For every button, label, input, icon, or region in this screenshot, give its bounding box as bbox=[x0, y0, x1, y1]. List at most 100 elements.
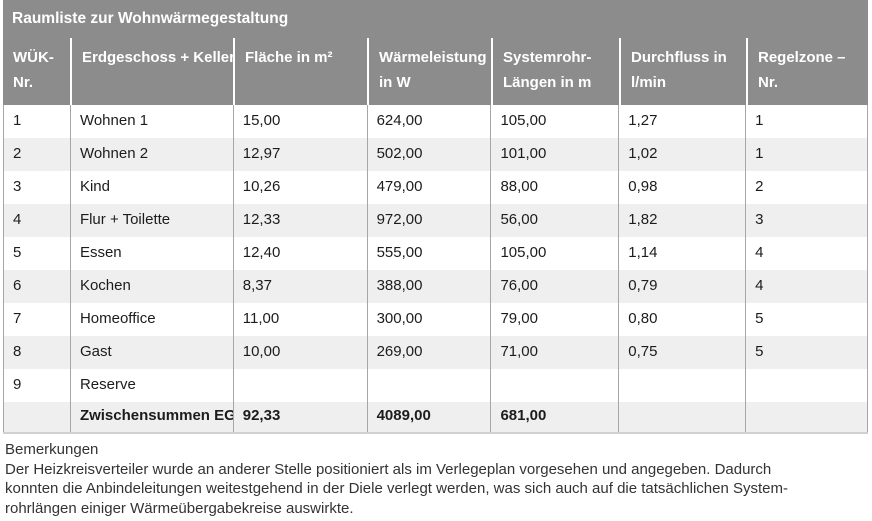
cell-pipe-length: 105,00 bbox=[491, 237, 620, 270]
subtotal-pipe-length: 681,00 bbox=[491, 402, 620, 432]
cell-flow-rate: 0,75 bbox=[619, 336, 747, 369]
cell-area: 12,97 bbox=[234, 138, 368, 171]
cell-wuek-nr: 8 bbox=[4, 336, 71, 369]
table-row: 6 Kochen 8,37 388,00 76,00 0,79 4 bbox=[3, 270, 869, 303]
subtotal-control-zone bbox=[746, 402, 869, 432]
cell-area: 11,00 bbox=[234, 303, 368, 336]
cell-pipe-length: 88,00 bbox=[491, 171, 620, 204]
cell-pipe-length: 79,00 bbox=[491, 303, 620, 336]
cell-room-name: Flur + Toilette bbox=[71, 204, 234, 237]
header-line: Systemrohr- bbox=[503, 49, 592, 66]
remarks-line: rohrlängen einiger Wärmeübergabekreise a… bbox=[5, 499, 354, 517]
cell-wuek-nr: 2 bbox=[4, 138, 71, 171]
subtotal-label: Zwischensummen EG bbox=[71, 402, 234, 432]
header-line: Erdgeschoss + Keller bbox=[82, 49, 233, 66]
remarks-line: Der Heizkreisverteiler wurde an anderer … bbox=[5, 460, 772, 478]
column-header-flow-rate: Durchfluss in l/min bbox=[619, 38, 746, 105]
table-row: 8 Gast 10,00 269,00 71,00 0,75 5 bbox=[3, 336, 869, 369]
cell-area: 15,00 bbox=[234, 105, 368, 138]
cell-pipe-length: 105,00 bbox=[491, 105, 620, 138]
cell-pipe-length: 76,00 bbox=[491, 270, 620, 303]
cell-wuek-nr: 1 bbox=[4, 105, 71, 138]
table-row: 3 Kind 10,26 479,00 88,00 0,98 2 bbox=[3, 171, 869, 204]
cell-room-name: Kochen bbox=[71, 270, 234, 303]
cell-wuek-nr: 6 bbox=[4, 270, 71, 303]
table-row: 2 Wohnen 2 12,97 502,00 101,00 1,02 1 bbox=[3, 138, 869, 171]
subtotal-row: Zwischensummen EG 92,33 4089,00 681,00 bbox=[3, 402, 869, 432]
cell-wuek-nr: 9 bbox=[4, 369, 71, 402]
cell-area: 8,37 bbox=[234, 270, 368, 303]
cell-flow-rate: 0,80 bbox=[619, 303, 747, 336]
cell-control-zone: 1 bbox=[746, 138, 869, 171]
cell-heat-output bbox=[368, 369, 492, 402]
cell-heat-output: 388,00 bbox=[368, 270, 492, 303]
cell-wuek-nr: 4 bbox=[4, 204, 71, 237]
cell-pipe-length bbox=[491, 369, 620, 402]
header-line: Fläche in m² bbox=[245, 49, 333, 66]
cell-heat-output: 269,00 bbox=[368, 336, 492, 369]
header-line: Regelzone – bbox=[758, 49, 846, 66]
table-row: 9 Reserve bbox=[3, 369, 869, 402]
cell-room-name: Essen bbox=[71, 237, 234, 270]
cell-room-name: Gast bbox=[71, 336, 234, 369]
table-row: 5 Essen 12,40 555,00 105,00 1,14 4 bbox=[3, 237, 869, 270]
raumliste-table: Raumliste zur Wohnwärmegestaltung WÜK- N… bbox=[3, 0, 869, 434]
header-line: in W bbox=[379, 74, 411, 91]
table-header-row: WÜK- Nr. Erdgeschoss + Keller Fläche in … bbox=[3, 38, 868, 105]
cell-flow-rate: 1,02 bbox=[619, 138, 747, 171]
remarks-section: Bemerkungen Der Heizkreisverteiler wurde… bbox=[5, 440, 867, 518]
header-line: Wärmeleistung bbox=[379, 49, 487, 66]
cell-area: 10,00 bbox=[234, 336, 368, 369]
header-line: Durchfluss in bbox=[631, 49, 727, 66]
column-header-pipe-length: Systemrohr- Längen in m bbox=[491, 38, 619, 105]
cell-wuek-nr: 3 bbox=[4, 171, 71, 204]
cell-area bbox=[234, 369, 368, 402]
column-header-wuek-nr: WÜK- Nr. bbox=[3, 38, 70, 105]
cell-wuek-nr: 7 bbox=[4, 303, 71, 336]
header-line: Nr. bbox=[758, 74, 779, 91]
cell-pipe-length: 71,00 bbox=[491, 336, 620, 369]
cell-flow-rate: 0,79 bbox=[619, 270, 747, 303]
header-line: Längen in m bbox=[503, 74, 592, 91]
subtotal-flow-rate bbox=[619, 402, 747, 432]
cell-heat-output: 624,00 bbox=[368, 105, 492, 138]
cell-wuek-nr bbox=[4, 402, 71, 432]
cell-flow-rate: 1,82 bbox=[619, 204, 747, 237]
cell-heat-output: 300,00 bbox=[368, 303, 492, 336]
cell-flow-rate bbox=[619, 369, 747, 402]
cell-area: 12,33 bbox=[234, 204, 368, 237]
cell-pipe-length: 56,00 bbox=[491, 204, 620, 237]
cell-control-zone: 5 bbox=[746, 303, 869, 336]
cell-area: 12,40 bbox=[234, 237, 368, 270]
cell-heat-output: 555,00 bbox=[368, 237, 492, 270]
cell-control-zone: 2 bbox=[746, 171, 869, 204]
header-line: WÜK- bbox=[13, 49, 54, 66]
cell-room-name: Reserve bbox=[71, 369, 234, 402]
cell-room-name: Kind bbox=[71, 171, 234, 204]
remarks-heading: Bemerkungen bbox=[5, 441, 99, 458]
cell-control-zone: 1 bbox=[746, 105, 869, 138]
subtotal-area: 92,33 bbox=[234, 402, 368, 432]
cell-pipe-length: 101,00 bbox=[491, 138, 620, 171]
cell-control-zone: 4 bbox=[746, 270, 869, 303]
table-row: 4 Flur + Toilette 12,33 972,00 56,00 1,8… bbox=[3, 204, 869, 237]
cell-wuek-nr: 5 bbox=[4, 237, 71, 270]
cell-heat-output: 972,00 bbox=[368, 204, 492, 237]
cell-room-name: Homeoffice bbox=[71, 303, 234, 336]
cell-heat-output: 479,00 bbox=[368, 171, 492, 204]
column-header-area: Fläche in m² bbox=[233, 38, 367, 105]
table-title: Raumliste zur Wohnwärmegestaltung bbox=[3, 0, 868, 38]
table-body: 1 Wohnen 1 15,00 624,00 105,00 1,27 1 2 … bbox=[3, 105, 869, 434]
cell-flow-rate: 1,14 bbox=[619, 237, 747, 270]
column-header-control-zone: Regelzone – Nr. bbox=[746, 38, 868, 105]
cell-room-name: Wohnen 2 bbox=[71, 138, 234, 171]
header-line: l/min bbox=[631, 74, 667, 91]
remarks-line: konnten die Anbindeleitungen weitestgehe… bbox=[5, 480, 788, 497]
cell-area: 10,26 bbox=[234, 171, 368, 204]
cell-control-zone bbox=[746, 369, 869, 402]
cell-control-zone: 4 bbox=[746, 237, 869, 270]
cell-flow-rate: 1,27 bbox=[619, 105, 747, 138]
cell-room-name: Wohnen 1 bbox=[71, 105, 234, 138]
header-line: Nr. bbox=[13, 74, 34, 91]
